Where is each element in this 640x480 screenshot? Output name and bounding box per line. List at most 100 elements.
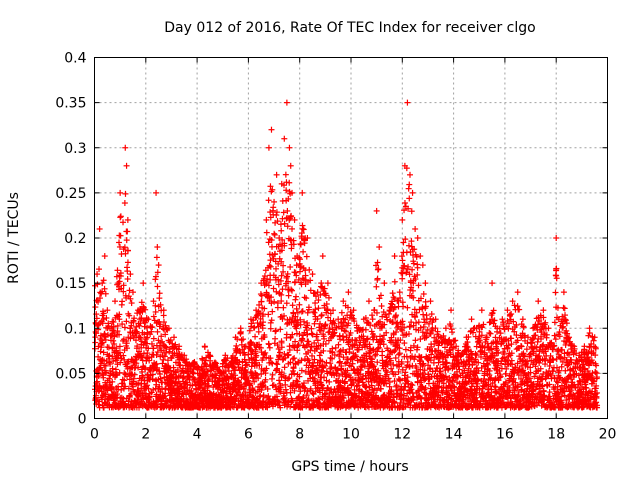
data-point xyxy=(297,269,303,275)
data-point xyxy=(311,310,317,316)
data-point-peak xyxy=(124,163,130,169)
data-point xyxy=(401,340,407,346)
data-point xyxy=(318,280,324,286)
data-point-peak xyxy=(104,307,110,313)
data-point xyxy=(256,329,262,335)
data-point xyxy=(121,370,127,376)
data-point xyxy=(154,254,160,260)
data-point-peak xyxy=(266,145,272,151)
data-point-peak xyxy=(274,172,280,178)
data-point xyxy=(400,257,406,263)
data-point-peak xyxy=(117,190,123,196)
data-point xyxy=(407,324,413,330)
data-point xyxy=(415,265,421,271)
data-point xyxy=(272,336,278,342)
data-point-peak xyxy=(286,145,292,151)
data-point xyxy=(552,289,558,295)
data-point xyxy=(122,324,128,330)
data-point xyxy=(267,257,273,263)
data-point xyxy=(271,231,277,237)
data-point-peak xyxy=(140,280,146,286)
data-point xyxy=(318,313,324,319)
data-point xyxy=(282,364,288,370)
data-point xyxy=(273,212,279,218)
data-point xyxy=(287,264,293,270)
data-point xyxy=(412,337,418,343)
data-point xyxy=(125,259,131,265)
data-point-peak xyxy=(127,271,133,277)
data-point-peak xyxy=(284,100,290,106)
data-points xyxy=(92,100,600,411)
data-point xyxy=(290,302,296,308)
data-point xyxy=(562,305,568,311)
data-point xyxy=(300,332,306,338)
data-point xyxy=(283,172,289,178)
data-point xyxy=(123,318,129,324)
data-point-peak xyxy=(299,190,305,196)
data-point xyxy=(264,230,270,236)
data-point xyxy=(335,342,341,348)
data-point xyxy=(118,233,124,239)
data-point xyxy=(402,200,408,206)
data-point xyxy=(498,330,504,336)
data-point xyxy=(118,213,124,219)
data-point xyxy=(397,350,403,356)
data-point xyxy=(560,324,566,330)
data-point xyxy=(291,355,297,361)
data-point xyxy=(375,276,381,282)
data-point xyxy=(282,382,288,388)
data-point xyxy=(297,256,303,262)
data-point xyxy=(317,352,323,358)
data-point xyxy=(157,290,163,296)
data-point xyxy=(406,182,412,188)
data-point xyxy=(404,305,410,311)
data-point xyxy=(396,352,402,358)
data-point xyxy=(122,200,128,206)
data-point xyxy=(152,276,158,282)
data-point-peak xyxy=(156,262,162,268)
data-point xyxy=(269,309,275,315)
data-point xyxy=(449,329,455,335)
data-point xyxy=(417,336,423,342)
data-point xyxy=(280,305,286,311)
data-point xyxy=(373,284,379,290)
data-point xyxy=(406,186,412,192)
data-point xyxy=(374,359,380,365)
data-point xyxy=(379,349,385,355)
data-point xyxy=(377,333,383,339)
data-point xyxy=(278,228,284,234)
data-point-peak xyxy=(153,190,159,196)
data-point xyxy=(312,290,318,296)
data-point-peak xyxy=(99,280,105,286)
data-point xyxy=(304,254,310,260)
data-point xyxy=(125,276,131,282)
data-point xyxy=(339,310,345,316)
data-point xyxy=(548,376,554,382)
data-point xyxy=(122,191,128,197)
data-point xyxy=(300,249,306,255)
data-point xyxy=(233,343,239,349)
data-point-peak xyxy=(102,253,108,259)
data-point xyxy=(309,331,315,337)
data-point xyxy=(399,276,405,282)
data-point xyxy=(400,271,406,277)
data-point xyxy=(124,268,130,274)
data-point xyxy=(101,277,107,283)
data-point xyxy=(293,294,299,300)
data-point xyxy=(268,264,274,270)
data-point xyxy=(284,300,290,306)
data-point xyxy=(114,267,120,273)
data-point xyxy=(390,290,396,296)
data-point xyxy=(266,341,272,347)
data-point xyxy=(547,389,553,395)
data-point xyxy=(267,345,273,351)
data-point-peak xyxy=(281,136,287,142)
data-point xyxy=(265,311,271,317)
data-point xyxy=(286,352,292,358)
data-point xyxy=(400,303,406,309)
data-point-peak xyxy=(122,145,128,151)
data-point-peak xyxy=(112,298,118,304)
data-point xyxy=(300,226,306,232)
data-point xyxy=(560,305,566,311)
data-point xyxy=(406,195,412,201)
